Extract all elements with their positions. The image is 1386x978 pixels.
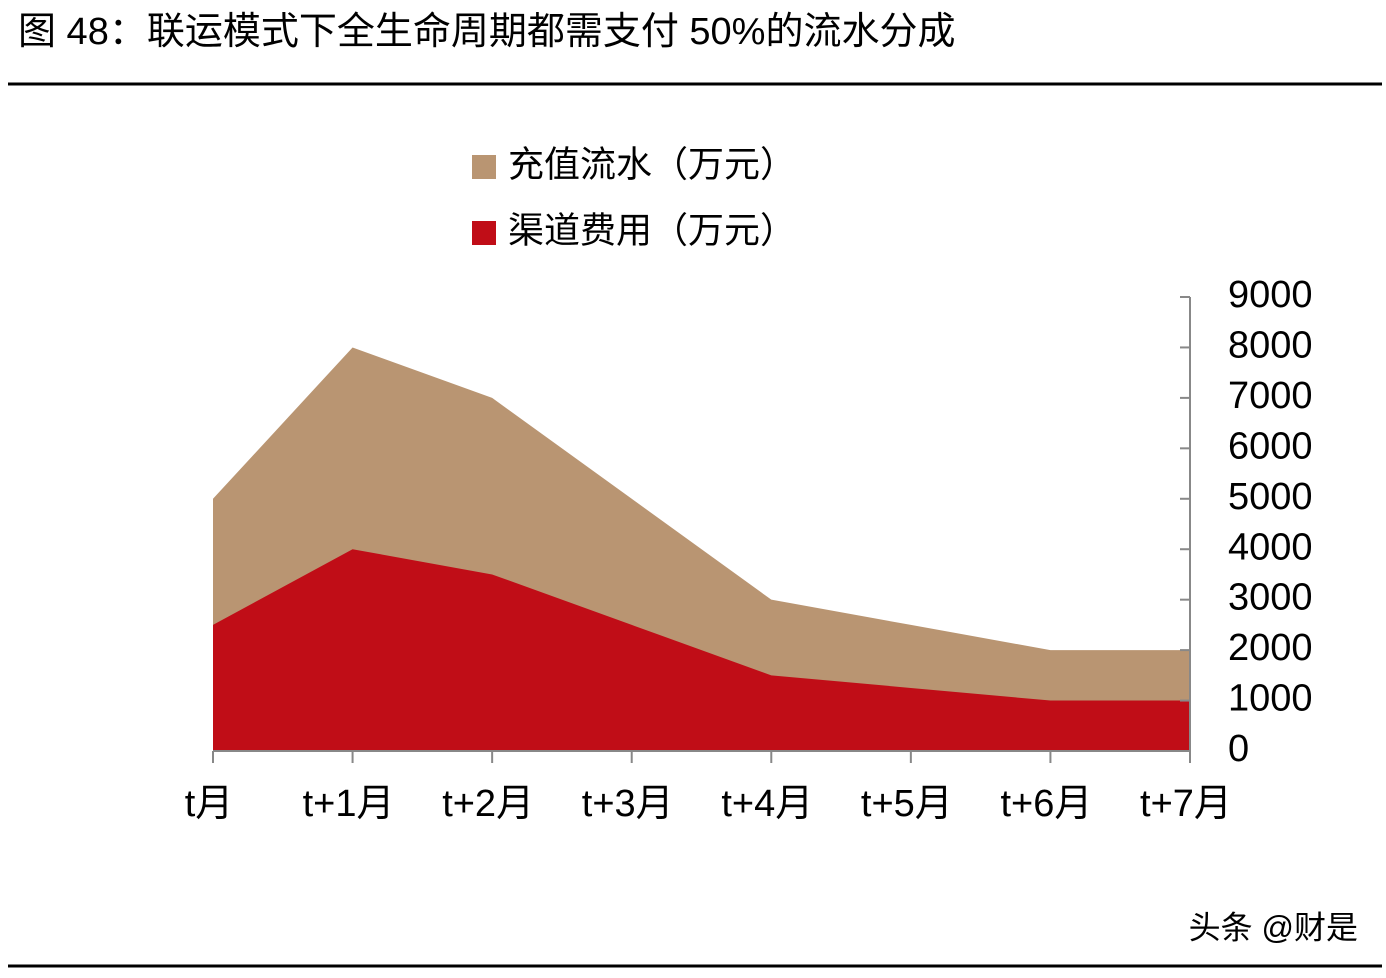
y-tick-label: 6000 — [1228, 425, 1313, 467]
x-tick-label: t+1月 — [303, 783, 395, 825]
legend-label: 充值流水（万元） — [508, 144, 796, 185]
y-tick-label: 3000 — [1228, 577, 1313, 619]
area — [213, 549, 1190, 751]
y-tick-label: 9000 — [1228, 274, 1313, 316]
chart-title: 图 48：联运模式下全生命周期都需支付 50%的流水分成 — [18, 11, 955, 53]
x-tick-label: t+6月 — [1000, 783, 1092, 825]
x-tick-label: t+4月 — [721, 783, 813, 825]
y-tick-label: 0 — [1228, 728, 1249, 770]
watermark: 头条 @财是 — [1189, 909, 1358, 945]
x-tick-label: t+3月 — [582, 783, 674, 825]
legend-swatch — [472, 155, 496, 179]
y-tick-label: 2000 — [1228, 627, 1313, 669]
x-tick-label: t+7月 — [1140, 783, 1232, 825]
legend-label: 渠道费用（万元） — [508, 210, 796, 251]
x-tick-label: t+5月 — [861, 783, 953, 825]
x-tick-label: t+2月 — [442, 783, 534, 825]
y-tick-label: 4000 — [1228, 526, 1313, 568]
y-tick-label: 1000 — [1228, 678, 1313, 720]
y-tick-label: 7000 — [1228, 375, 1313, 417]
y-tick-label: 8000 — [1228, 324, 1313, 366]
y-tick-label: 5000 — [1228, 476, 1313, 518]
legend-swatch — [472, 221, 496, 245]
x-tick-label: t月 — [185, 783, 234, 825]
